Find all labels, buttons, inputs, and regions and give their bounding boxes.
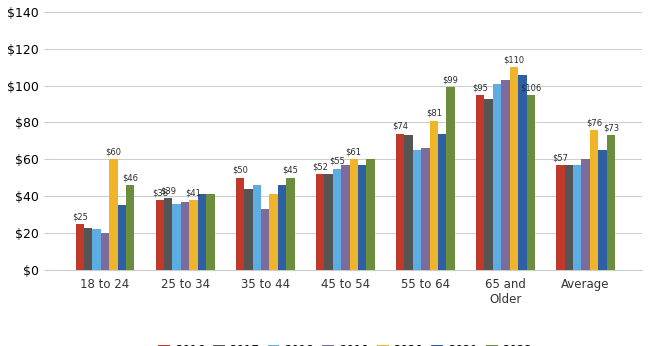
Bar — [565, 165, 573, 270]
Bar — [598, 150, 607, 270]
Text: $106: $106 — [520, 83, 541, 92]
Bar — [316, 174, 324, 270]
Bar — [341, 165, 350, 270]
Bar — [244, 189, 252, 270]
Text: $110: $110 — [504, 55, 524, 64]
Bar — [438, 134, 447, 270]
Bar — [476, 95, 485, 270]
Bar — [518, 75, 526, 270]
Bar — [101, 233, 109, 270]
Bar — [413, 150, 421, 270]
Bar — [358, 165, 366, 270]
Text: $76: $76 — [586, 118, 602, 127]
Text: $61: $61 — [346, 148, 361, 157]
Bar — [366, 160, 374, 270]
Text: $52: $52 — [312, 162, 328, 171]
Bar — [173, 203, 181, 270]
Text: $73: $73 — [603, 124, 619, 133]
Bar — [236, 178, 244, 270]
Legend: 2016, 2017, 2018, 2019, 2020, 2021, 2022: 2016, 2017, 2018, 2019, 2020, 2021, 2022 — [154, 339, 537, 346]
Bar — [181, 202, 190, 270]
Bar — [430, 121, 438, 270]
Bar — [582, 160, 590, 270]
Text: $38: $38 — [152, 188, 168, 197]
Bar — [269, 194, 278, 270]
Text: $95: $95 — [472, 83, 488, 92]
Text: $99: $99 — [443, 76, 459, 85]
Bar — [286, 178, 295, 270]
Bar — [126, 185, 134, 270]
Bar — [509, 67, 518, 270]
Bar — [206, 194, 215, 270]
Bar — [190, 200, 198, 270]
Text: $25: $25 — [72, 212, 88, 221]
Bar — [526, 95, 535, 270]
Text: $55: $55 — [329, 157, 345, 166]
Bar — [447, 88, 455, 270]
Text: $81: $81 — [426, 109, 442, 118]
Bar — [333, 169, 341, 270]
Bar — [350, 160, 358, 270]
Bar — [117, 206, 126, 270]
Bar — [421, 148, 430, 270]
Bar — [404, 135, 413, 270]
Bar — [590, 130, 598, 270]
Text: $60: $60 — [105, 148, 121, 157]
Bar — [501, 80, 509, 270]
Bar — [156, 200, 164, 270]
Bar — [92, 229, 101, 270]
Bar — [75, 224, 84, 270]
Text: $45: $45 — [282, 166, 299, 175]
Bar — [261, 209, 269, 270]
Bar — [607, 135, 615, 270]
Text: $74: $74 — [392, 122, 408, 131]
Bar — [485, 99, 493, 270]
Text: $50: $50 — [232, 166, 248, 175]
Bar — [556, 165, 565, 270]
Bar — [324, 174, 333, 270]
Bar — [109, 160, 117, 270]
Bar — [396, 134, 404, 270]
Bar — [198, 194, 206, 270]
Text: $46: $46 — [122, 173, 138, 182]
Text: $39: $39 — [160, 186, 177, 195]
Bar — [278, 185, 286, 270]
Bar — [573, 165, 582, 270]
Bar — [252, 185, 261, 270]
Bar — [164, 198, 173, 270]
Text: $41: $41 — [186, 188, 201, 197]
Text: $57: $57 — [552, 153, 569, 162]
Bar — [493, 84, 501, 270]
Bar — [84, 228, 92, 270]
